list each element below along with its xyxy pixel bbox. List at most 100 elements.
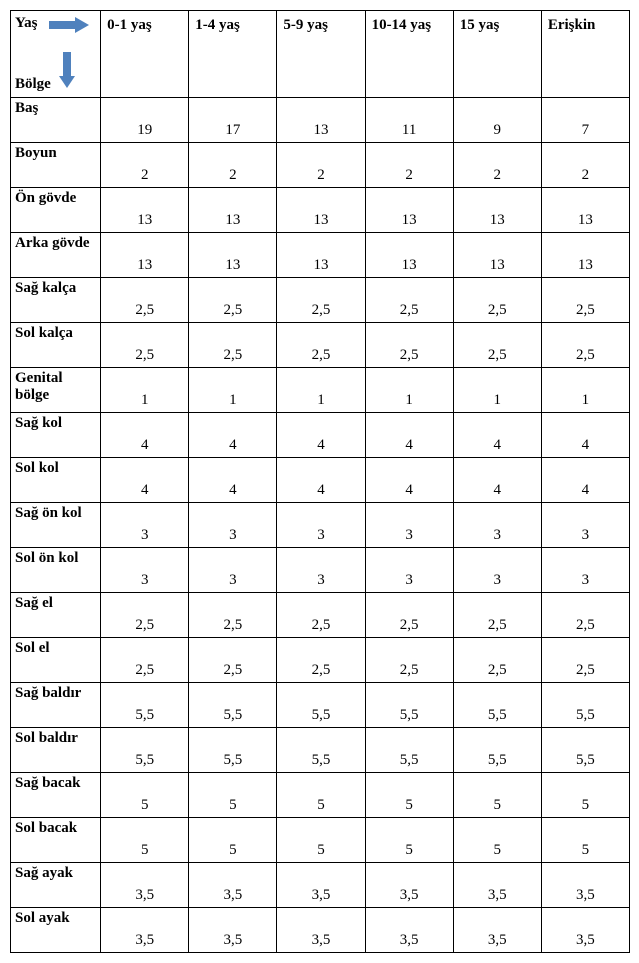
row-label: Sol kalça xyxy=(11,323,101,368)
cell-value: 2,5 xyxy=(453,323,541,368)
arrow-right-icon xyxy=(49,17,89,38)
cell-value: 5,5 xyxy=(277,683,365,728)
cell-value: 2,5 xyxy=(365,323,453,368)
table-row: Sağ ön kol333333 xyxy=(11,503,630,548)
cell-value: 2,5 xyxy=(541,323,629,368)
table-row: Sağ ayak3,53,53,53,53,53,5 xyxy=(11,863,630,908)
cell-value: 5 xyxy=(101,818,189,863)
cell-value: 5,5 xyxy=(101,728,189,773)
row-label: Sağ ön kol xyxy=(11,503,101,548)
cell-value: 13 xyxy=(277,98,365,143)
cell-value: 1 xyxy=(189,368,277,413)
cell-value: 17 xyxy=(189,98,277,143)
row-label: Sağ baldır xyxy=(11,683,101,728)
cell-value: 5,5 xyxy=(541,728,629,773)
cell-value: 4 xyxy=(277,458,365,503)
cell-value: 3 xyxy=(189,548,277,593)
table-row: Boyun222222 xyxy=(11,143,630,188)
cell-value: 2,5 xyxy=(277,278,365,323)
cell-value: 5 xyxy=(541,773,629,818)
table-row: Genital bölge111111 xyxy=(11,368,630,413)
cell-value: 1 xyxy=(365,368,453,413)
cell-value: 2 xyxy=(365,143,453,188)
row-label: Genital bölge xyxy=(11,368,101,413)
cell-value: 5 xyxy=(189,818,277,863)
cell-value: 13 xyxy=(277,188,365,233)
cell-value: 2,5 xyxy=(101,278,189,323)
cell-value: 3,5 xyxy=(541,908,629,953)
cell-value: 2,5 xyxy=(189,323,277,368)
cell-value: 5 xyxy=(189,773,277,818)
cell-value: 2,5 xyxy=(277,593,365,638)
cell-value: 3,5 xyxy=(453,908,541,953)
corner-cell: Yaş Bölge xyxy=(11,11,101,98)
cell-value: 2,5 xyxy=(365,278,453,323)
cell-value: 4 xyxy=(189,413,277,458)
row-label: Boyun xyxy=(11,143,101,188)
cell-value: 1 xyxy=(453,368,541,413)
cell-value: 3,5 xyxy=(541,863,629,908)
table-row: Sağ bacak555555 xyxy=(11,773,630,818)
cell-value: 3 xyxy=(365,503,453,548)
row-label: Sağ kalça xyxy=(11,278,101,323)
row-label: Sol kol xyxy=(11,458,101,503)
cell-value: 2,5 xyxy=(541,638,629,683)
cell-value: 3,5 xyxy=(189,863,277,908)
cell-value: 5,5 xyxy=(101,683,189,728)
cell-value: 13 xyxy=(365,233,453,278)
cell-value: 5 xyxy=(365,818,453,863)
cell-value: 5,5 xyxy=(189,683,277,728)
cell-value: 2 xyxy=(541,143,629,188)
cell-value: 13 xyxy=(189,233,277,278)
row-label: Arka gövde xyxy=(11,233,101,278)
row-label: Baş xyxy=(11,98,101,143)
cell-value: 4 xyxy=(453,413,541,458)
cell-value: 3,5 xyxy=(189,908,277,953)
cell-value: 3 xyxy=(101,548,189,593)
cell-value: 13 xyxy=(541,188,629,233)
cell-value: 2 xyxy=(101,143,189,188)
cell-value: 2,5 xyxy=(453,278,541,323)
row-label: Sol ön kol xyxy=(11,548,101,593)
cell-value: 5,5 xyxy=(365,683,453,728)
col-header: 1-4 yaş xyxy=(189,11,277,98)
cell-value: 3 xyxy=(453,503,541,548)
cell-value: 3,5 xyxy=(101,908,189,953)
cell-value: 4 xyxy=(365,458,453,503)
cell-value: 5,5 xyxy=(365,728,453,773)
table-row: Ön gövde131313131313 xyxy=(11,188,630,233)
age-axis-label: Yaş xyxy=(15,15,38,32)
cell-value: 5,5 xyxy=(541,683,629,728)
cell-value: 3 xyxy=(541,503,629,548)
cell-value: 5,5 xyxy=(453,728,541,773)
col-header: 5-9 yaş xyxy=(277,11,365,98)
cell-value: 3 xyxy=(101,503,189,548)
cell-value: 2,5 xyxy=(541,593,629,638)
cell-value: 2,5 xyxy=(189,638,277,683)
cell-value: 5 xyxy=(453,818,541,863)
cell-value: 13 xyxy=(277,233,365,278)
cell-value: 2,5 xyxy=(277,638,365,683)
cell-value: 3 xyxy=(189,503,277,548)
cell-value: 2,5 xyxy=(277,323,365,368)
cell-value: 4 xyxy=(453,458,541,503)
row-label: Sağ ayak xyxy=(11,863,101,908)
burn-percentage-table: Yaş Bölge 0- xyxy=(10,10,630,953)
cell-value: 3,5 xyxy=(453,863,541,908)
cell-value: 3 xyxy=(277,503,365,548)
cell-value: 2,5 xyxy=(365,593,453,638)
table-row: Sol ayak3,53,53,53,53,53,5 xyxy=(11,908,630,953)
row-label: Sol el xyxy=(11,638,101,683)
cell-value: 13 xyxy=(541,233,629,278)
row-label: Sol ayak xyxy=(11,908,101,953)
table-row: Sağ kol444444 xyxy=(11,413,630,458)
table-row: Sol ön kol333333 xyxy=(11,548,630,593)
cell-value: 2 xyxy=(453,143,541,188)
cell-value: 3,5 xyxy=(365,908,453,953)
cell-value: 5,5 xyxy=(453,683,541,728)
cell-value: 11 xyxy=(365,98,453,143)
cell-value: 2,5 xyxy=(189,593,277,638)
cell-value: 13 xyxy=(101,188,189,233)
cell-value: 4 xyxy=(541,458,629,503)
cell-value: 13 xyxy=(101,233,189,278)
